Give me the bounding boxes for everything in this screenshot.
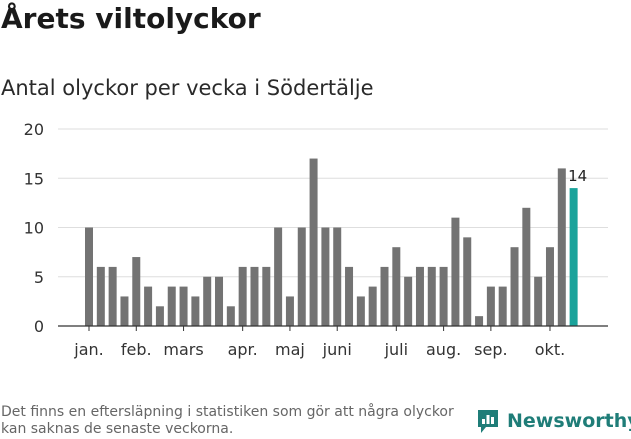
bar [404,276,413,326]
bar [238,266,247,326]
x-tick-label: feb. [121,340,152,359]
x-tick-label: juli [384,340,408,359]
bar [108,266,117,326]
bar [463,237,472,326]
bar [155,306,164,326]
x-tick-label: mars [163,340,203,359]
x-tick-label: okt. [535,340,565,359]
bar [380,266,389,326]
bar [226,306,235,326]
bar [557,168,566,326]
bar-value-label: 14 [568,167,587,185]
y-tick-label: 15 [24,169,44,188]
brand-name: Newsworthy [507,410,631,432]
bar [392,247,401,326]
bar [439,266,448,326]
bar [486,286,495,326]
bar [475,316,484,326]
bar [215,276,224,326]
bar [522,207,531,326]
y-tick-label: 20 [24,120,44,139]
x-tick-label: sep. [474,340,507,359]
x-tick-label: aug. [426,340,461,359]
x-tick-label: juni [322,340,352,359]
bar [285,296,294,326]
bar [203,276,212,326]
x-tick-label: apr. [228,340,258,359]
y-tick-label: 10 [24,219,44,238]
bar [132,257,141,326]
bar [96,266,105,326]
bar [167,286,176,326]
bar [262,266,271,326]
bar [345,266,354,326]
bar-highlight [569,188,578,326]
x-tick-label: jan. [73,340,103,359]
bar [534,276,543,326]
bar [191,296,200,326]
bar [85,227,93,326]
bar-chart: 0 5 10 15 20 14 jan. feb. mars apr. maj juni juli aug… [24,120,608,359]
bar [120,296,129,326]
bar [333,227,342,326]
y-tick-label: 0 [34,317,44,336]
bar [321,227,330,326]
bar [274,227,283,326]
bar [179,286,188,326]
x-tick-label: maj [275,340,305,359]
bar [545,247,554,326]
y-tick-label: 5 [34,268,44,287]
bar [297,227,306,326]
bar [415,266,424,326]
bar [427,266,436,326]
footnote: Det finns en eftersläpning i statistiken… [1,404,454,437]
bar [309,158,318,326]
bar [144,286,153,326]
bar [368,286,377,326]
bar [356,296,365,326]
newsworthy-logo-icon [478,410,498,433]
page-title: Årets viltolyckor [1,2,261,35]
brand-logo: Newsworthy [476,408,631,434]
chart-subtitle: Antal olyckor per vecka i Södertälje [1,76,374,100]
bar [498,286,507,326]
bar [250,266,259,326]
bar [510,247,519,326]
bar [451,217,460,326]
